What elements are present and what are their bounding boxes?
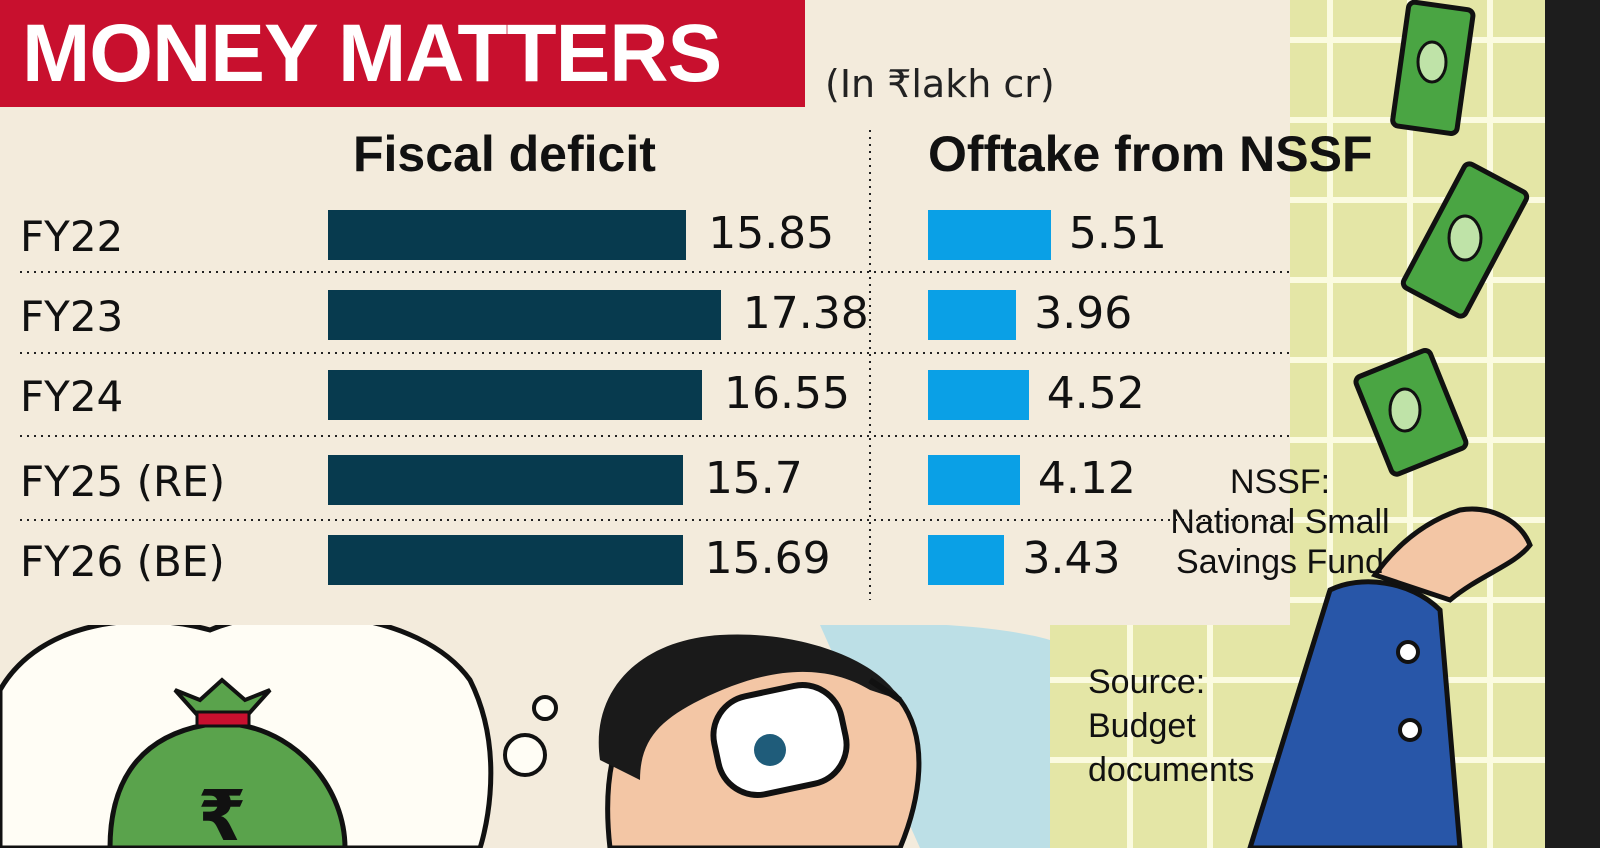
- footnote-line: NSSF:: [1229, 463, 1331, 501]
- nssf-value-label: 4.12: [1037, 453, 1136, 504]
- category-label: FY22: [20, 212, 124, 261]
- unit-label: (In ₹lakh cr): [825, 62, 1055, 106]
- nssf-value-label: 3.96: [1034, 288, 1133, 339]
- nssf-value-label: 3.43: [1022, 533, 1121, 584]
- panel-title-nssf: Offtake from NSSF: [928, 126, 1373, 182]
- money-bag-icon: ₹: [107, 677, 348, 848]
- nssf-value-label: 5.51: [1068, 208, 1167, 259]
- title-bar: MONEY MATTERS: [0, 0, 805, 107]
- row-separators: [20, 130, 1290, 600]
- nssf-footnote: NSSF: National Small Savings Fund: [1170, 462, 1390, 582]
- nssf-value-label: 4.52: [1046, 368, 1145, 419]
- category-label: FY23: [20, 292, 124, 341]
- svg-text:₹: ₹: [198, 775, 247, 848]
- source-line: Budget: [1088, 707, 1196, 745]
- fiscal-bar: [328, 535, 683, 585]
- fiscal-bar: [328, 210, 687, 260]
- nssf-bar: [928, 535, 1005, 585]
- fiscal-bar: [328, 290, 721, 340]
- money-note-icons: [1353, 0, 1530, 477]
- chart-title: MONEY MATTERS: [22, 8, 722, 99]
- nssf-bar: [928, 455, 1020, 505]
- fiscal-value-label: 15.85: [708, 208, 835, 259]
- fiscal-bar: [328, 455, 683, 505]
- category-label: FY26 (BE): [20, 537, 225, 586]
- nssf-bar: [928, 370, 1029, 420]
- nssf-bar: [928, 290, 1017, 340]
- fiscal-value-label: 15.7: [704, 453, 803, 504]
- source-note: Source: Budget documents: [1088, 660, 1254, 792]
- category-label: FY24: [20, 372, 124, 421]
- nssf-bar: [928, 210, 1051, 260]
- footnote-line: National Small: [1170, 503, 1390, 541]
- fiscal-bar: [328, 370, 703, 420]
- source-line: documents: [1088, 751, 1255, 789]
- fiscal-value-label: 16.55: [724, 368, 850, 419]
- man-figure: [598, 506, 1533, 848]
- footnote-line: Savings Fund: [1176, 543, 1384, 581]
- source-line: Source:: [1088, 663, 1206, 701]
- fiscal-value-label: 15.69: [704, 533, 831, 584]
- panel-title-fiscal-deficit: Fiscal deficit: [353, 126, 656, 182]
- category-label: FY25 (RE): [20, 457, 226, 506]
- fiscal-value-label: 17.38: [742, 288, 869, 339]
